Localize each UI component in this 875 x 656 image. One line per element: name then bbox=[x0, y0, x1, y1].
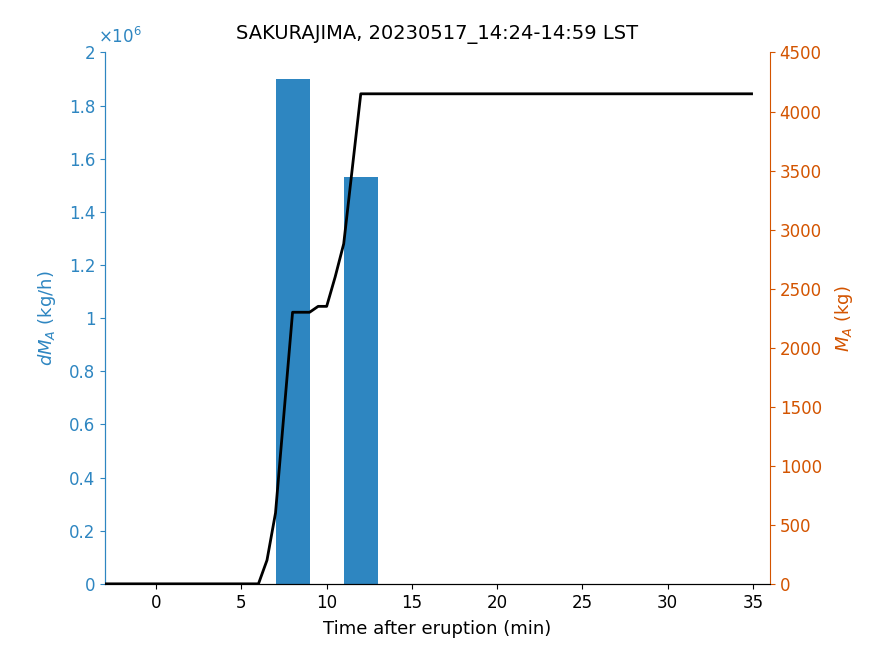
Y-axis label: $M_A\ \mathrm{(kg)}$: $M_A\ \mathrm{(kg)}$ bbox=[833, 285, 855, 352]
Text: $\times10^6$: $\times10^6$ bbox=[98, 27, 143, 47]
X-axis label: Time after eruption (min): Time after eruption (min) bbox=[324, 620, 551, 638]
Bar bbox=[344, 177, 378, 584]
Bar bbox=[276, 79, 310, 584]
Y-axis label: $dM_A\ \mathrm{(kg/h)}$: $dM_A\ \mathrm{(kg/h)}$ bbox=[36, 270, 58, 366]
Title: SAKURAJIMA, 20230517_14:24-14:59 LST: SAKURAJIMA, 20230517_14:24-14:59 LST bbox=[236, 24, 639, 43]
